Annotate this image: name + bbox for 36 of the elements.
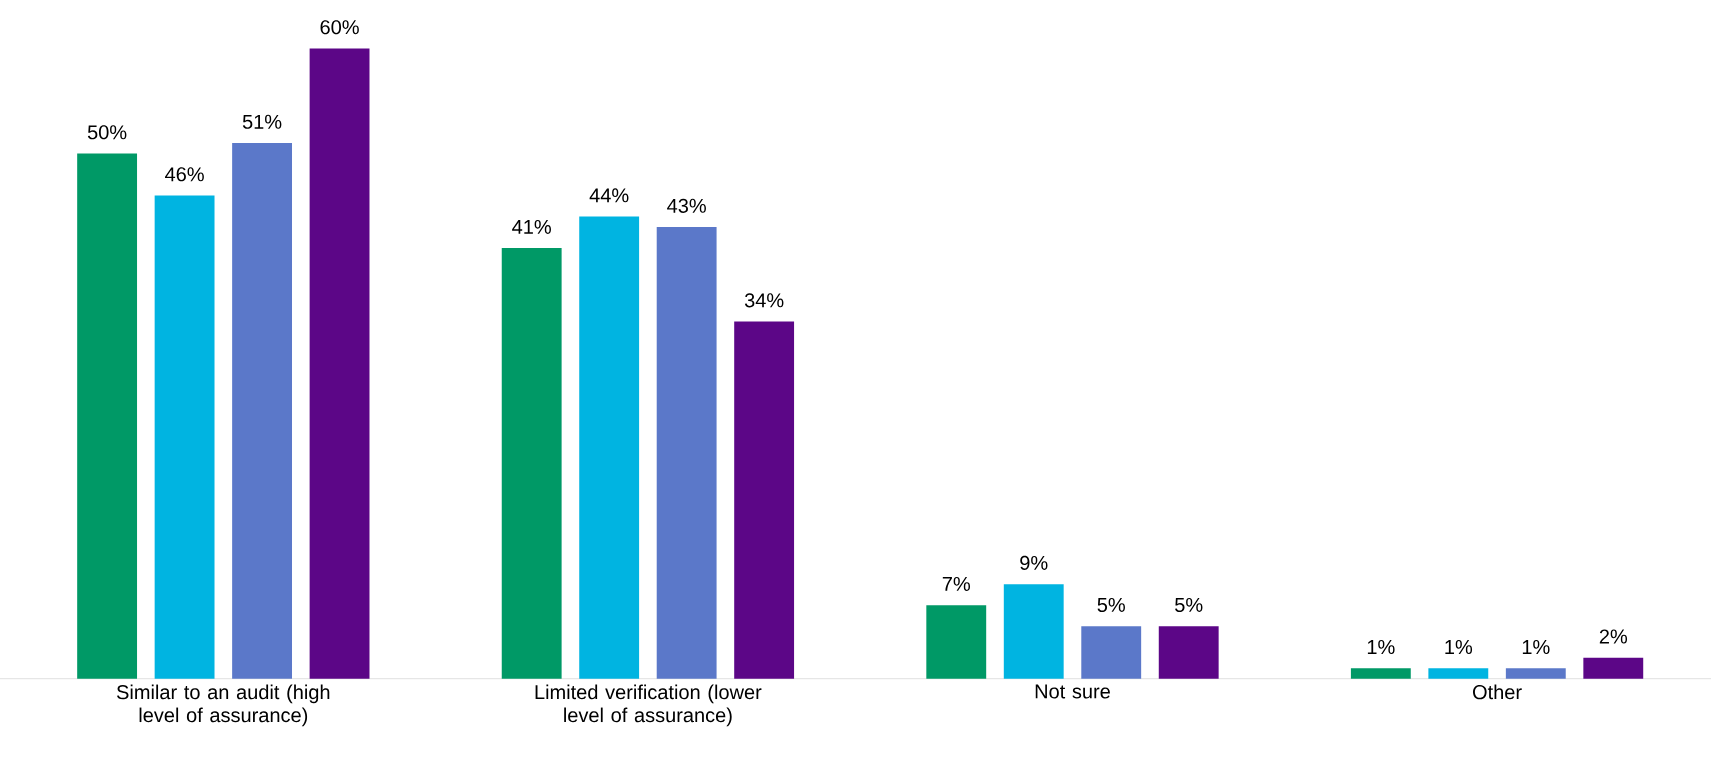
data-label: 34% <box>744 293 784 308</box>
data-label: 44% <box>589 188 629 203</box>
bar <box>309 48 370 679</box>
x-tick-label: Other <box>1473 684 1522 700</box>
data-label: 7% <box>942 576 970 591</box>
data-label: 1% <box>1522 640 1550 655</box>
bar <box>926 605 987 679</box>
bar <box>154 195 215 679</box>
bar <box>1003 584 1064 679</box>
bar <box>1081 626 1142 679</box>
data-label: 1% <box>1367 640 1395 655</box>
data-label: 5% <box>1175 597 1203 612</box>
data-label: 9% <box>1020 555 1048 570</box>
bar <box>734 321 795 679</box>
data-label: 50% <box>87 125 127 140</box>
bar <box>1583 657 1644 679</box>
bar <box>77 153 138 679</box>
data-label: 46% <box>165 167 204 182</box>
bar <box>501 248 562 679</box>
data-label: 60% <box>320 20 359 35</box>
x-tick-label: Limited verification (lower level of assurance) <box>535 684 762 727</box>
data-label: 51% <box>242 114 282 129</box>
bar <box>1158 626 1219 679</box>
data-label: 41% <box>512 219 551 234</box>
bar <box>232 143 292 679</box>
data-label: 43% <box>667 198 706 213</box>
x-tick-label: Not sure <box>1035 684 1110 699</box>
bar <box>1505 668 1566 679</box>
data-label: 2% <box>1599 629 1628 644</box>
bar <box>1428 668 1489 679</box>
bar <box>1350 668 1411 679</box>
x-tick-label: Similar to an audit (high level of assurance) <box>116 684 330 727</box>
data-label: 5% <box>1097 597 1125 612</box>
bar <box>579 216 640 679</box>
data-label: 1% <box>1445 640 1473 655</box>
bar <box>656 227 717 679</box>
